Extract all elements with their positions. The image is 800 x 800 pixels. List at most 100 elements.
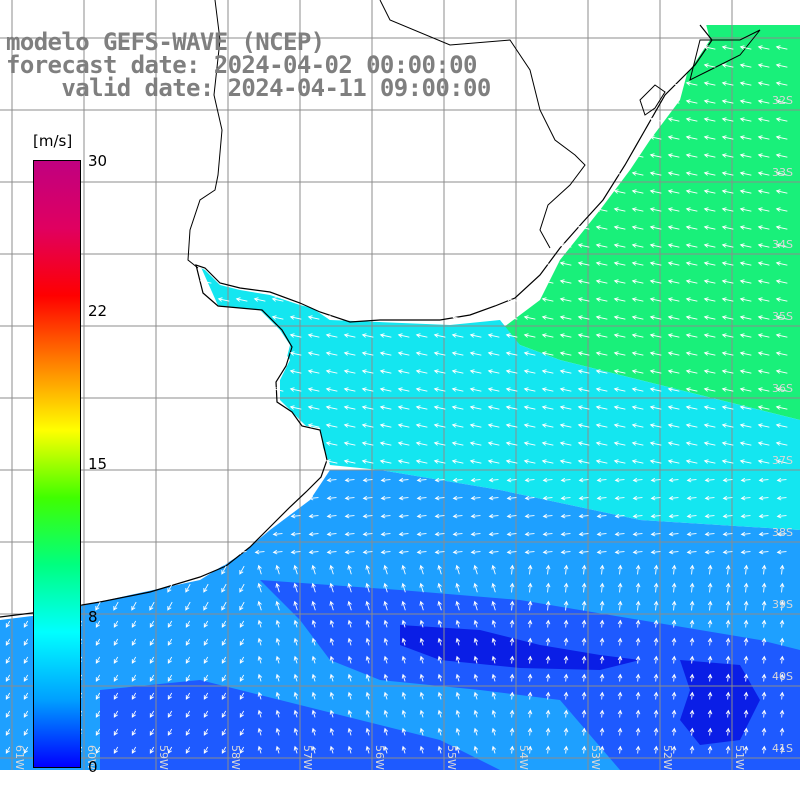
wind-arrow xyxy=(667,189,680,194)
wind-arrow xyxy=(667,459,680,464)
wind-arrow xyxy=(325,441,338,446)
wind-arrow xyxy=(416,549,427,555)
wind-arrow xyxy=(451,423,464,428)
wind-arrow xyxy=(398,531,409,537)
wind-arrow xyxy=(473,709,479,718)
wind-arrow xyxy=(685,117,698,122)
wind-arrow xyxy=(779,582,785,593)
wind-arrow xyxy=(649,135,662,140)
wind-arrow xyxy=(524,513,535,519)
wind-arrow xyxy=(617,673,623,682)
wind-arrow xyxy=(743,564,749,575)
wind-arrow xyxy=(703,171,716,176)
wind-arrow xyxy=(23,692,29,700)
wind-arrow xyxy=(613,297,626,302)
wind-arrow xyxy=(365,727,371,736)
wind-arrow xyxy=(397,441,410,446)
wind-arrow xyxy=(740,513,751,519)
wind-arrow xyxy=(578,513,589,519)
wind-arrow xyxy=(325,351,338,356)
wind-arrow xyxy=(667,171,680,176)
wind-arrow xyxy=(470,513,481,519)
wind-arrow xyxy=(613,441,626,446)
wind-arrow xyxy=(689,709,695,718)
wind-arrow xyxy=(653,582,659,593)
wind-arrow xyxy=(595,351,608,356)
wind-arrow xyxy=(757,81,770,86)
wind-arrow xyxy=(577,225,590,230)
wind-arrow xyxy=(631,171,644,176)
wind-arrow xyxy=(667,207,680,212)
wind-arrow xyxy=(722,531,733,537)
wind-arrow xyxy=(451,351,464,356)
colorbar-tick-0: 0 xyxy=(88,758,98,776)
wind-arrow xyxy=(524,531,535,537)
wind-arrow xyxy=(203,728,209,736)
wind-arrow xyxy=(635,655,641,664)
wind-arrow xyxy=(739,279,752,284)
wind-arrow xyxy=(779,691,785,700)
wind-arrow xyxy=(470,495,481,501)
wind-arrow xyxy=(739,261,752,266)
wind-arrow xyxy=(631,423,644,428)
wind-arrow xyxy=(380,513,391,519)
wind-arrow xyxy=(362,549,373,555)
wind-arrow xyxy=(401,727,407,736)
wind-arrow xyxy=(722,477,733,483)
wind-arrow xyxy=(581,564,587,575)
wind-arrow xyxy=(653,691,659,700)
wind-arrow xyxy=(617,582,623,593)
wind-arrow xyxy=(293,619,299,628)
wind-arrow xyxy=(577,279,590,284)
wind-arrow xyxy=(397,369,410,374)
wind-arrow xyxy=(707,637,713,646)
wind-arrow xyxy=(343,387,356,392)
wind-arrow xyxy=(685,171,698,176)
wind-arrow xyxy=(365,673,371,682)
wind-arrow xyxy=(505,297,518,302)
wind-arrow xyxy=(433,333,446,338)
wind-arrow xyxy=(239,656,245,664)
wind-arrow xyxy=(527,655,533,664)
wind-arrow xyxy=(419,637,425,646)
wind-arrow xyxy=(703,261,716,266)
wind-arrow xyxy=(613,207,626,212)
wind-arrow xyxy=(401,600,406,611)
wind-arrow xyxy=(740,477,751,483)
lagoon-mirim xyxy=(639,84,666,116)
wind-arrow xyxy=(239,692,245,700)
wind-arrow xyxy=(757,369,770,374)
wind-arrow xyxy=(779,600,785,611)
wind-arrow xyxy=(379,405,392,410)
wind-arrow xyxy=(671,727,677,736)
wind-arrow xyxy=(596,531,607,537)
wind-arrow xyxy=(23,638,29,646)
wind-arrow xyxy=(344,549,355,555)
wind-arrow xyxy=(167,674,173,682)
wind-arrow xyxy=(239,674,245,682)
wind-arrow xyxy=(397,351,410,356)
wind-arrow xyxy=(235,297,248,302)
wind-arrow xyxy=(329,637,335,646)
wind-arrow xyxy=(613,369,626,374)
wind-arrow xyxy=(307,423,320,428)
wind-arrow xyxy=(721,171,734,176)
wind-arrow xyxy=(667,369,680,374)
wind-arrow xyxy=(613,225,626,230)
wind-arrow xyxy=(491,745,497,754)
wind-arrow xyxy=(613,315,626,320)
colorbar-tick-30: 30 xyxy=(88,152,108,170)
wind-arrow xyxy=(433,369,446,374)
wind-arrow xyxy=(775,189,788,194)
wind-arrow xyxy=(559,369,572,374)
wind-arrow xyxy=(595,261,608,266)
wind-arrow xyxy=(289,369,302,374)
wind-arrow xyxy=(740,531,751,537)
wind-arrow xyxy=(437,655,443,664)
wind-arrow xyxy=(689,655,695,664)
wind-arrow xyxy=(113,728,119,736)
wind-arrow xyxy=(721,81,734,86)
wind-arrow xyxy=(703,423,716,428)
wind-arrow xyxy=(761,673,767,682)
wind-arrow xyxy=(559,243,572,248)
